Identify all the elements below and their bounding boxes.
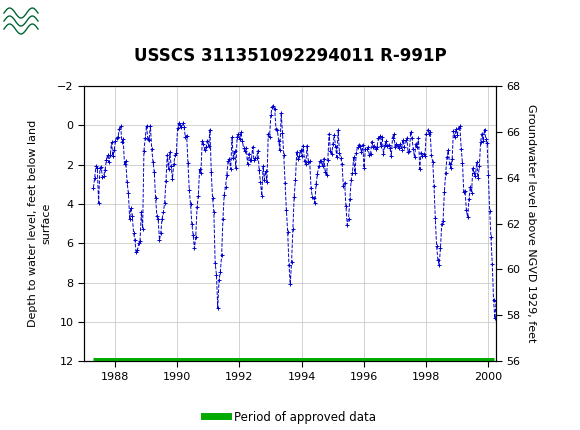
Bar [3,3,39,40]
Text: USGS: USGS [45,13,100,31]
Y-axis label: Groundwater level above NGVD 1929, feet: Groundwater level above NGVD 1929, feet [526,104,536,343]
Y-axis label: Depth to water level, feet below land
surface: Depth to water level, feet below land su… [28,120,52,327]
Legend: Period of approved data: Period of approved data [200,406,380,428]
Text: USSCS 311351092294011 R-991P: USSCS 311351092294011 R-991P [133,47,447,65]
